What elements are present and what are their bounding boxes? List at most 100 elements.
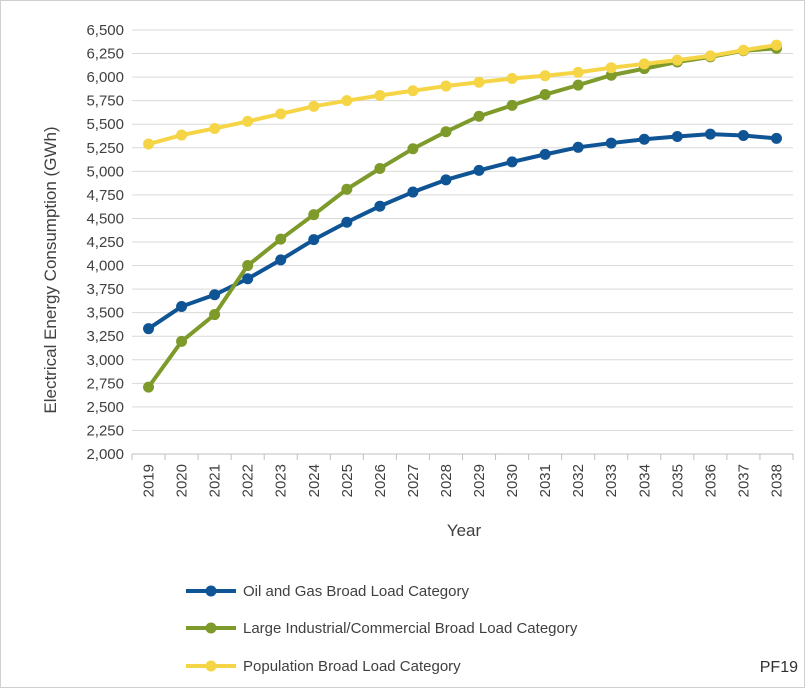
series-1	[143, 128, 782, 335]
data-point	[704, 128, 716, 140]
data-point	[539, 70, 551, 82]
x-tick-label: 2033	[603, 464, 620, 497]
data-point	[473, 76, 485, 88]
data-point	[341, 95, 353, 107]
data-point	[275, 108, 287, 120]
data-point	[341, 183, 353, 195]
x-tick-label: 2028	[438, 464, 455, 497]
data-point	[605, 62, 617, 74]
data-point	[275, 254, 287, 266]
data-point	[638, 58, 650, 70]
legend-marker	[205, 622, 217, 634]
legend-label: Population Broad Load Category	[243, 658, 461, 675]
data-point	[473, 110, 485, 122]
data-point	[506, 99, 518, 111]
x-tick-label: 2035	[669, 464, 686, 497]
legend-marker	[205, 660, 217, 672]
x-tick-label: 2031	[537, 464, 554, 497]
data-point	[770, 132, 782, 144]
figure-id-label: PF19	[760, 659, 798, 676]
data-point	[506, 156, 518, 168]
legend-item: Large Industrial/Commercial Broad Load C…	[186, 620, 578, 637]
data-point	[308, 234, 320, 246]
data-point	[605, 137, 617, 149]
data-point	[242, 260, 254, 272]
y-tick-label: 3,500	[86, 305, 124, 322]
data-point	[539, 89, 551, 101]
x-tick-label: 2029	[471, 464, 488, 497]
y-tick-label: 5,500	[86, 116, 124, 133]
data-point	[209, 122, 221, 134]
grid-lines	[132, 29, 793, 455]
legend: Oil and Gas Broad Load Category Large Ind…	[186, 583, 578, 675]
y-tick-label: 5,750	[86, 93, 124, 110]
data-point	[506, 73, 518, 85]
series-3	[143, 39, 782, 150]
data-point	[407, 143, 419, 155]
data-point	[440, 174, 452, 186]
y-tick-label: 2,500	[86, 399, 124, 416]
data-point	[308, 209, 320, 221]
y-tick-label: 3,250	[86, 328, 124, 345]
data-point	[341, 216, 353, 228]
data-point	[407, 85, 419, 97]
x-axis-ticks: 2019 2020 2021 2022 2023 2024 2025 2026 2027 2028…	[141, 464, 786, 497]
data-point	[209, 309, 221, 321]
x-tick-label: 2022	[240, 464, 257, 497]
data-point	[737, 130, 749, 142]
data-point	[176, 335, 188, 347]
series-2	[143, 42, 782, 393]
x-axis	[131, 453, 794, 460]
y-tick-label: 2,250	[86, 422, 124, 439]
y-tick-label: 6,500	[86, 22, 124, 39]
x-tick-label: 2023	[273, 464, 290, 497]
data-point	[374, 89, 386, 101]
data-point	[572, 66, 584, 78]
data-point	[374, 200, 386, 212]
legend-marker	[205, 585, 217, 597]
data-point	[473, 164, 485, 176]
data-point	[176, 301, 188, 313]
x-tick-label: 2026	[372, 464, 389, 497]
data-point	[374, 163, 386, 175]
y-tick-label: 4,500	[86, 210, 124, 227]
data-point	[143, 323, 155, 335]
data-point	[242, 273, 254, 285]
data-point	[275, 233, 287, 245]
x-tick-label: 2038	[768, 464, 785, 497]
legend-item: Population Broad Load Category	[186, 658, 461, 675]
x-tick-label: 2030	[504, 464, 521, 497]
legend-label: Large Industrial/Commercial Broad Load C…	[243, 620, 578, 637]
x-tick-label: 2034	[636, 464, 653, 497]
x-tick-label: 2037	[735, 464, 752, 497]
data-point	[605, 69, 617, 81]
x-tick-label: 2019	[141, 464, 158, 497]
data-point	[407, 186, 419, 198]
series-layer	[143, 39, 782, 393]
data-point	[143, 381, 155, 393]
series-line	[146, 132, 779, 331]
y-tick-label: 3,750	[86, 281, 124, 298]
y-tick-label: 6,250	[86, 46, 124, 63]
data-point	[440, 126, 452, 138]
legend-label: Oil and Gas Broad Load Category	[243, 583, 469, 600]
y-tick-label: 4,750	[86, 187, 124, 204]
x-tick-label: 2020	[174, 464, 191, 497]
x-tick-label: 2021	[207, 464, 224, 497]
data-point	[671, 130, 683, 142]
data-point	[176, 129, 188, 141]
x-tick-label: 2027	[405, 464, 422, 497]
data-point	[440, 80, 452, 92]
y-tick-label: 2,000	[86, 446, 124, 463]
series-line	[146, 46, 779, 390]
y-tick-label: 6,000	[86, 69, 124, 86]
x-tick-label: 2024	[306, 464, 323, 497]
y-tick-label: 2,750	[86, 375, 124, 392]
y-tick-label: 3,000	[86, 352, 124, 369]
data-point	[242, 115, 254, 127]
y-tick-label: 4,250	[86, 234, 124, 251]
series-line	[146, 43, 779, 147]
data-point	[737, 44, 749, 56]
data-point	[638, 133, 650, 145]
y-tick-label: 4,000	[86, 258, 124, 275]
